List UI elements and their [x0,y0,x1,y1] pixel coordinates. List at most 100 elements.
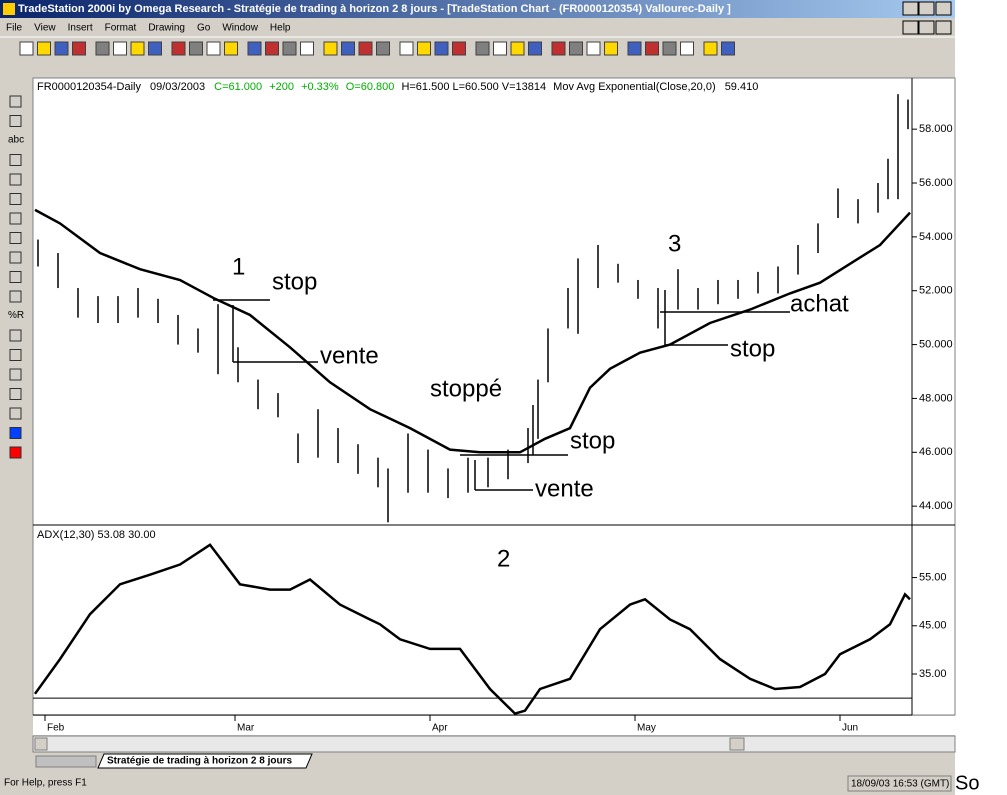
tool-label[interactable]: abc [8,135,24,146]
indicator-value: 59.410 [725,81,759,93]
min-button[interactable] [902,1,919,16]
annotation: 3 [668,230,681,257]
toolbar-button[interactable] [282,41,297,56]
tool-label[interactable]: %R [8,310,24,321]
trailing-text: So [955,772,979,794]
toolbar-button[interactable] [206,41,221,56]
toolbar-button[interactable] [113,41,127,56]
toolbar-button[interactable] [37,41,51,56]
toolbar-button[interactable] [627,41,642,56]
menu-item[interactable]: Insert [68,23,93,34]
tool-button[interactable] [9,388,22,400]
menu-item[interactable]: View [34,23,56,34]
toolbar-button[interactable] [376,41,390,56]
toolbar-button[interactable] [341,41,355,56]
tool-button[interactable] [9,446,22,459]
tool-button[interactable] [9,193,22,205]
child-max-button[interactable] [918,20,935,35]
close-button[interactable] [935,1,952,16]
toolbar-button[interactable] [528,41,542,56]
tool-button[interactable] [9,95,22,108]
tool-button[interactable] [9,173,22,186]
menu-item[interactable]: Help [270,23,291,34]
tool-button[interactable] [9,368,22,381]
toolbar-button[interactable] [300,41,314,56]
annotation-lines [213,290,790,491]
toolbar-button[interactable] [323,41,338,56]
tool-button[interactable] [9,407,22,420]
toolbar-button[interactable] [645,41,659,56]
toolbar-button[interactable] [475,41,490,56]
toolbar-button[interactable] [604,41,618,56]
menu-item[interactable]: File [6,23,23,34]
child-min-button[interactable] [902,20,919,35]
toolbar-button[interactable] [148,41,162,56]
scroll-thumb[interactable] [729,737,745,751]
y-tick-label: 55.00 [919,571,947,583]
toolbar-button[interactable] [662,41,677,56]
tool-button[interactable] [9,349,22,361]
toolbar-button[interactable] [358,41,373,56]
max-button[interactable] [918,1,935,16]
annotation: stoppé [430,375,502,402]
toolbar-button[interactable] [510,41,525,56]
toolbar-button[interactable] [680,41,694,56]
menu-item[interactable]: Window [222,23,258,34]
tab-nav[interactable] [35,755,97,768]
menu-bar: File View Insert Format Drawing Go Window Help [6,23,291,34]
quote: +0.33% [301,81,339,93]
toolbar-button[interactable] [224,41,238,56]
menu-item[interactable]: Drawing [148,23,185,34]
tool-button[interactable] [9,212,22,225]
tool-button[interactable] [9,271,22,283]
x-tick-label: Mar [237,723,255,734]
toolbar-button[interactable] [54,41,69,56]
toolbar-button[interactable] [417,41,431,56]
toolbar-button[interactable] [493,41,507,56]
toolbar-button[interactable] [265,41,279,56]
tool-button[interactable] [9,251,22,264]
tab-label[interactable]: Stratégie de trading à horizon 2 8 jours [107,756,292,767]
tool-button[interactable] [9,329,22,342]
chart-header: FR0000120354-Daily 09/03/2003 C=61.000 +… [37,81,758,93]
ema-line [34,208,911,454]
tool-button[interactable] [9,154,22,166]
toolbar-button[interactable] [569,41,583,56]
toolbar-button[interactable] [19,41,34,56]
toolbar-button[interactable] [95,41,110,56]
window-title: TradeStation 2000i by Omega Research - S… [18,3,731,15]
tool-button[interactable] [9,115,22,127]
toolbar-button[interactable] [551,41,566,56]
scrollbar[interactable] [32,735,956,753]
annotation: vente [535,475,594,502]
adx-title: ADX(12,30) 53.08 30.00 [37,529,156,541]
menu-item[interactable]: Format [105,23,137,34]
toolbar-button[interactable] [171,41,186,56]
toolbar-button[interactable] [586,41,601,56]
tool-button[interactable] [9,232,22,244]
toolbar-button[interactable] [721,41,735,56]
toolbar [0,36,955,56]
child-close-button[interactable] [935,20,952,35]
toolbar-button[interactable] [247,41,262,56]
toolbar-button[interactable] [452,41,466,56]
y-tick-label: 35.00 [919,668,947,680]
tool-button[interactable] [9,427,22,439]
toolbar-button[interactable] [399,41,414,56]
app-icon [3,3,15,15]
annotation: stop [730,335,775,362]
toolbar-button[interactable] [703,41,718,56]
y-tick-label: 56.000 [919,177,953,189]
annotation: vente [320,342,379,369]
toolbar-button[interactable] [130,41,145,56]
scroll-left[interactable] [34,737,48,751]
tool-button[interactable] [9,290,22,303]
toolbar-button[interactable] [72,41,86,56]
y-tick-label: 50.000 [919,338,953,350]
x-tick-label: Jun [842,723,858,734]
toolbar-button[interactable] [189,41,203,56]
toolbar-button[interactable] [434,41,449,56]
menu-item[interactable]: Go [197,23,211,34]
tab[interactable] [97,753,313,769]
